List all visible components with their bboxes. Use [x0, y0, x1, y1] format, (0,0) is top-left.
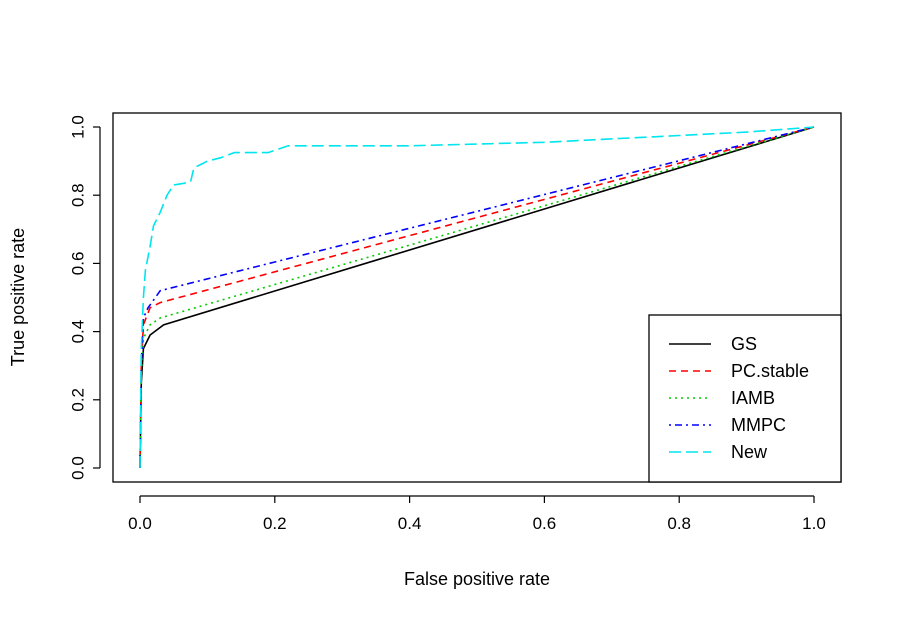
y-tick-label: 0.6: [69, 252, 88, 276]
x-tick-label: 0.4: [398, 514, 422, 533]
x-tick-label: 1.0: [802, 514, 826, 533]
x-tick-label: 0.0: [128, 514, 152, 533]
y-tick-label: 1.0: [69, 115, 88, 139]
series-layer: [139, 126, 815, 469]
plot-frame: [112, 112, 842, 483]
y-tick-label: 0.0: [69, 456, 88, 480]
x-tick-label: 0.8: [667, 514, 691, 533]
legend: GS PC.stable IAMB MMPC New: [648, 314, 842, 483]
y-axis-title: True positive rate: [8, 228, 28, 366]
legend-label-new: New: [731, 442, 768, 462]
legend-label-mmpc: MMPC: [731, 415, 786, 435]
y-tick-label: 0.2: [69, 388, 88, 412]
y-tick-label: 0.4: [69, 320, 88, 344]
series-line-new: [139, 126, 815, 469]
axis-layer: 0.0 0.2 0.4 0.6 0.8 1.0 0.0 0.2 0.4 0.6 0.8 1.0: [69, 115, 826, 533]
x-axis-title: False positive rate: [404, 569, 550, 589]
legend-label-iamb: IAMB: [731, 388, 775, 408]
y-tick-label: 0.8: [69, 183, 88, 207]
legend-label-pc-stable: PC.stable: [731, 361, 809, 381]
x-tick-label: 0.2: [263, 514, 287, 533]
x-tick-label: 0.6: [533, 514, 557, 533]
legend-label-gs: GS: [731, 334, 757, 354]
